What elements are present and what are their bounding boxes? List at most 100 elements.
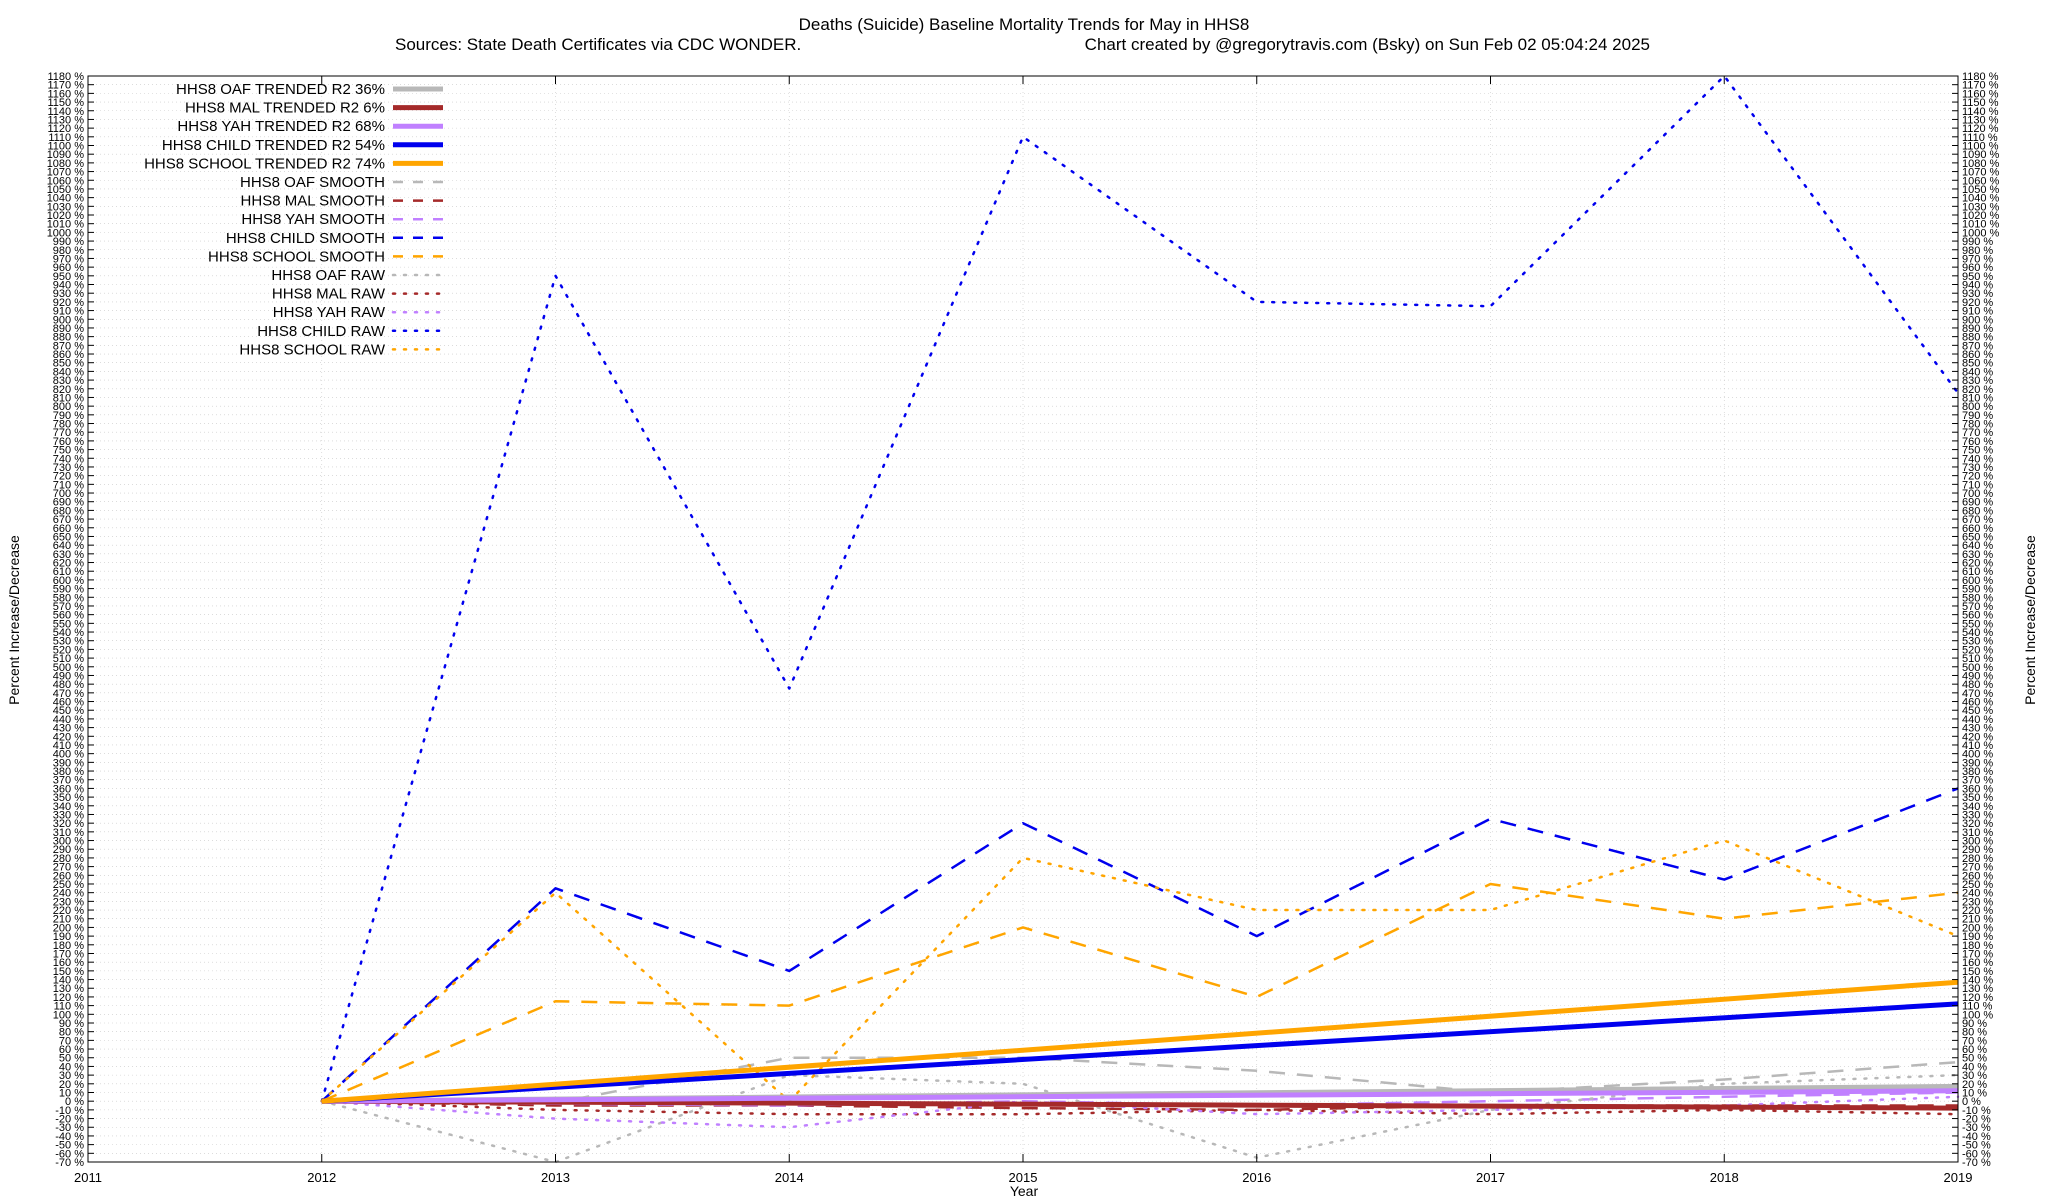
y-tick-label-left: 530 % bbox=[53, 636, 84, 648]
y-tick-label-right: 680 % bbox=[1962, 505, 1993, 517]
y-tick-label-right: 950 % bbox=[1962, 271, 1993, 283]
y-tick-label-right: 970 % bbox=[1962, 253, 1993, 265]
y-tick-label-right: 410 % bbox=[1962, 740, 1993, 752]
legend-label: HHS8 YAH TRENDED R2 68% bbox=[177, 118, 385, 135]
y-tick-label-left: 910 % bbox=[53, 306, 84, 318]
y-tick-label-right: 1070 % bbox=[1962, 167, 2000, 179]
y-tick-label-left: 860 % bbox=[53, 349, 84, 361]
y-tick-label-left: 630 % bbox=[53, 549, 84, 561]
y-tick-label-right: 600 % bbox=[1962, 575, 1993, 587]
series-line-hhs8-school-smooth bbox=[321, 882, 1959, 1103]
y-tick-label-right: 540 % bbox=[1962, 627, 1993, 639]
y-tick-label-left: 90 % bbox=[59, 1018, 84, 1030]
y-tick-label-left: 700 % bbox=[53, 488, 84, 500]
y-tick-label-right: 870 % bbox=[1962, 340, 1993, 352]
y-tick-label-right: 480 % bbox=[1962, 679, 1993, 691]
y-tick-label-left: 920 % bbox=[53, 297, 84, 309]
y-tick-label-left: 1180 % bbox=[48, 71, 85, 83]
y-tick-label-left: 680 % bbox=[53, 505, 84, 517]
y-tick-label-right: 580 % bbox=[1962, 592, 1993, 604]
y-tick-label-left: 480 % bbox=[53, 679, 84, 691]
series-line-hhs8-oaf-raw bbox=[320, 1073, 1960, 1164]
y-tick-label-left: 720 % bbox=[53, 471, 84, 483]
y-tick-label-left: 1130 % bbox=[48, 114, 85, 126]
series-lines bbox=[320, 74, 1960, 1164]
x-tick-label: 2019 bbox=[1944, 1170, 1973, 1185]
y-tick-label-right: 330 % bbox=[1962, 809, 1993, 821]
y-tick-label-left: 460 % bbox=[53, 697, 84, 709]
y-tick-label-left: 590 % bbox=[53, 584, 84, 596]
y-tick-label-left: 440 % bbox=[53, 714, 84, 726]
y-tick-label-right: 340 % bbox=[1962, 801, 1993, 813]
y-tick-label-right: 1110 % bbox=[1962, 132, 1998, 144]
y-tick-label-right: 990 % bbox=[1962, 236, 1993, 248]
y-tick-label-right: 180 % bbox=[1962, 940, 1993, 952]
y-tick-label-right: 940 % bbox=[1962, 280, 1993, 292]
y-tick-label-left: 0 % bbox=[65, 1096, 84, 1108]
y-tick-label-left: 360 % bbox=[53, 783, 84, 795]
y-tick-label-left: 40 % bbox=[59, 1061, 84, 1073]
y-tick-label-right: 530 % bbox=[1962, 636, 1993, 648]
y-tick-label-right: 320 % bbox=[1962, 818, 1993, 830]
y-tick-label-right: 430 % bbox=[1962, 723, 1993, 735]
y-tick-label-left: 540 % bbox=[53, 627, 84, 639]
y-tick-label-right: 390 % bbox=[1962, 757, 1993, 769]
y-tick-label-left: 580 % bbox=[53, 592, 84, 604]
y-tick-label-left: 80 % bbox=[59, 1027, 84, 1039]
y-tick-label-left: 750 % bbox=[53, 445, 84, 457]
y-tick-label-right: 1160 % bbox=[1962, 88, 1999, 100]
y-tick-label-right: 590 % bbox=[1962, 584, 1993, 596]
y-tick-label-left: 1110 % bbox=[48, 132, 84, 144]
y-tick-label-right: 220 % bbox=[1962, 905, 1993, 917]
y-tick-label-right: 140 % bbox=[1962, 975, 1993, 987]
y-tick-label-left: -10 % bbox=[55, 1105, 84, 1117]
y-tick-label-left: 1150 % bbox=[48, 97, 85, 109]
y-tick-label-right: 450 % bbox=[1962, 705, 1993, 717]
y-tick-label-right: 290 % bbox=[1962, 844, 1993, 856]
y-tick-label-right: 910 % bbox=[1962, 306, 1993, 318]
y-tick-label-right: -10 % bbox=[1962, 1105, 1991, 1117]
y-tick-label-left: 130 % bbox=[53, 983, 84, 995]
y-tick-label-right: 0 % bbox=[1962, 1096, 1981, 1108]
y-tick-label-left: 100 % bbox=[53, 1009, 84, 1021]
y-tick-label-right: 380 % bbox=[1962, 766, 1993, 778]
y-tick-label-left: 1000 % bbox=[47, 227, 85, 239]
y-tick-label-left: 10 % bbox=[59, 1087, 84, 1099]
y-tick-label-right: 1130 % bbox=[1962, 114, 1999, 126]
y-tick-label-right: 860 % bbox=[1962, 349, 1993, 361]
y-tick-label-left: 550 % bbox=[53, 618, 84, 630]
y-tick-label-left: 220 % bbox=[53, 905, 84, 917]
y-tick-label-right: -70 % bbox=[1962, 1157, 1991, 1169]
y-tick-label-left: 320 % bbox=[53, 818, 84, 830]
y-tick-label-left: 200 % bbox=[53, 922, 84, 934]
y-tick-label-right: 900 % bbox=[1962, 314, 1993, 326]
y-tick-label-left: 210 % bbox=[53, 914, 84, 926]
y-tick-label-right: 610 % bbox=[1962, 566, 1993, 578]
y-tick-label-left: 380 % bbox=[53, 766, 84, 778]
x-tick-label: 2012 bbox=[307, 1170, 336, 1185]
y-tick-label-right: 80 % bbox=[1962, 1027, 1987, 1039]
legend-label: HHS8 MAL TRENDED R2 6% bbox=[185, 100, 385, 117]
y-tick-label-left: 190 % bbox=[53, 931, 84, 943]
y-tick-label-right: 310 % bbox=[1962, 827, 1993, 839]
y-tick-label-right: 790 % bbox=[1962, 410, 1993, 422]
y-tick-label-left: 270 % bbox=[53, 862, 84, 874]
y-tick-label-left: 930 % bbox=[53, 288, 84, 300]
y-tick-label-left: 670 % bbox=[53, 514, 84, 526]
y-tick-label-left: 60 % bbox=[59, 1044, 84, 1056]
y-tick-label-left: 650 % bbox=[53, 531, 84, 543]
y-tick-label-right: 570 % bbox=[1962, 601, 1993, 613]
y-tick-label-right: 250 % bbox=[1962, 879, 1993, 891]
y-tick-label-left: 240 % bbox=[53, 888, 84, 900]
y-tick-label-right: 840 % bbox=[1962, 366, 1993, 378]
y-tick-label-right: 640 % bbox=[1962, 540, 1993, 552]
chart-title: Deaths (Suicide) Baseline Mortality Tren… bbox=[799, 15, 1250, 34]
y-tick-label-right: 620 % bbox=[1962, 558, 1993, 570]
y-tick-label-right: 960 % bbox=[1962, 262, 1993, 274]
series-line-hhs8-mal-raw bbox=[320, 1099, 1960, 1116]
y-tick-label-right: 660 % bbox=[1962, 523, 1993, 535]
y-tick-label-right: 670 % bbox=[1962, 514, 1993, 526]
y-tick-label-right: 1090 % bbox=[1962, 149, 2000, 161]
legend-label: HHS8 OAF SMOOTH bbox=[240, 174, 385, 191]
y-tick-label-left: 390 % bbox=[53, 757, 84, 769]
